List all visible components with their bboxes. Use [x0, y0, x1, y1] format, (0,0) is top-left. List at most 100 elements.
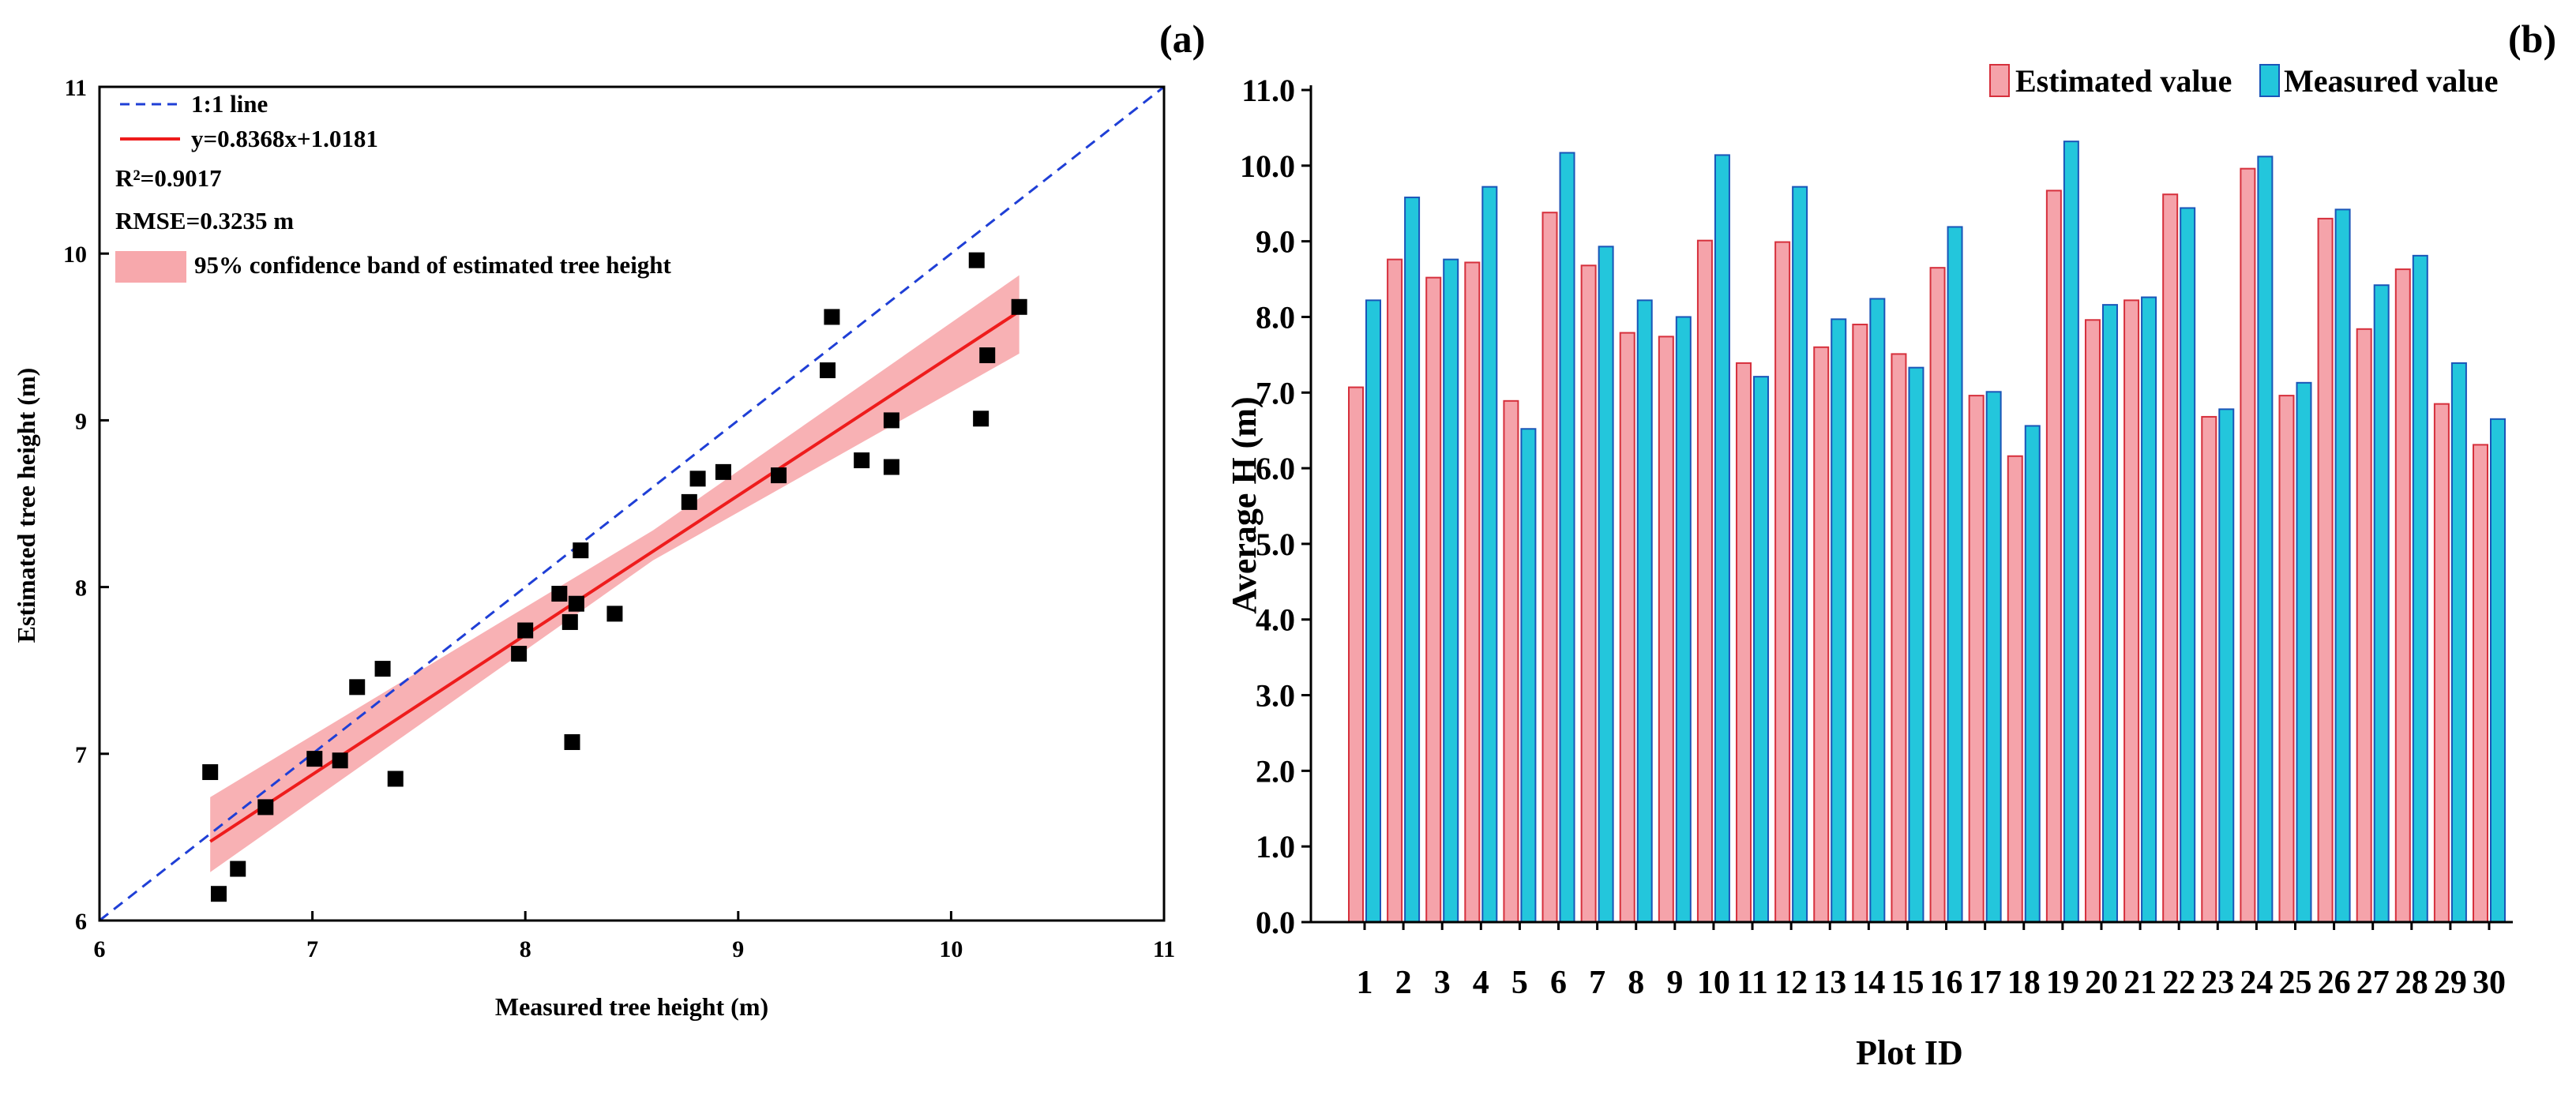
x-tick-label: 8: [520, 936, 531, 962]
bar-y-tick-label: 4.0: [1256, 602, 1295, 638]
scatter-panel: (a) 6 7 8 9 10 11 6 7 8 9 10 11 Measured tree heig…: [12, 17, 1205, 1021]
bar-y-tick-label: 5.0: [1256, 527, 1295, 562]
bar-y-tick-label: 7.0: [1256, 375, 1295, 411]
fit-line: [209, 309, 1020, 843]
bar-x-tick-label: 12: [1774, 965, 1808, 1001]
bar-x-tick-label: 30: [2473, 965, 2506, 1001]
estimated-bar: [1658, 336, 1674, 924]
scatter-point: [230, 861, 246, 877]
estimated-bar: [1503, 399, 1519, 923]
measured-bar: [2180, 207, 2196, 923]
bar-x-tick-label: 6: [1550, 965, 1567, 1001]
estimated-bar: [1929, 267, 1946, 923]
estimated-bar: [2045, 189, 2062, 924]
x-axis-ticks: 6 7 8 9 10 11: [94, 911, 1175, 962]
estimated-bar: [1852, 324, 1868, 923]
scatter-point: [511, 646, 528, 662]
y-tick-label: 6: [75, 909, 87, 935]
bar-x-tick-label: 20: [2085, 965, 2118, 1001]
measured-bar: [1985, 391, 2002, 923]
bar-y-tick-label: 2.0: [1256, 753, 1295, 789]
scatter-point: [968, 252, 985, 268]
estimated-bar: [2433, 403, 2450, 923]
bar-x-tick-label: 26: [2318, 965, 2351, 1001]
x-tick-label: 6: [94, 936, 106, 962]
bar-x-tick-label: 14: [1852, 965, 1885, 1001]
estimated-bar: [2473, 444, 2488, 923]
identity-line: [100, 87, 1164, 921]
bar-x-tick-label: 28: [2395, 965, 2428, 1001]
x-tick-label: 11: [1153, 936, 1175, 962]
measured-bar: [2063, 141, 2079, 923]
scatter-point: [210, 886, 227, 902]
y-tick-label: 10: [63, 242, 87, 268]
estimated-bar: [2240, 167, 2256, 924]
estimated-bar: [2201, 415, 2217, 923]
estimated-bar: [1541, 212, 1558, 923]
bar-x-tick-label: 24: [2240, 965, 2273, 1001]
bar-x-tick-label: 10: [1697, 965, 1730, 1001]
scatter-point: [374, 661, 391, 677]
scatter-point: [973, 411, 989, 427]
measured-bar: [2490, 418, 2506, 923]
estimated-bar: [1774, 241, 1791, 923]
y-tick-label: 11: [65, 75, 87, 101]
bar-x-tick-label: 1: [1357, 965, 1373, 1001]
scatter-point: [854, 452, 870, 469]
estimated-bar: [1891, 353, 1907, 923]
legend-band-swatch: [115, 251, 186, 283]
estimated-bar: [1425, 276, 1442, 923]
measured-bar: [2412, 254, 2428, 924]
bar-y-tick-label: 9.0: [1256, 224, 1295, 260]
estimated-bar: [2007, 455, 2023, 923]
scatter-point: [681, 493, 697, 510]
measured-bar: [2296, 381, 2312, 924]
y-tick-label: 7: [75, 742, 87, 768]
measured-bar: [1869, 298, 1886, 923]
bar-x-tick-label: 19: [2046, 965, 2079, 1001]
measured-bar: [1753, 376, 1770, 924]
bar-y-tick-label: 0.0: [1256, 905, 1295, 940]
measured-bar: [1520, 428, 1537, 923]
bar-x-tick-label: 8: [1628, 965, 1644, 1001]
estimated-bar: [2356, 328, 2372, 923]
bar-y-tick-label: 10.0: [1240, 148, 1295, 184]
bar-panel: (b) 0.01.02.03.04.05.06.07.08.09.010.011…: [1225, 17, 2556, 1072]
scatter-point: [883, 412, 899, 429]
scatter-point: [606, 606, 623, 622]
estimated-bar: [1619, 332, 1635, 923]
legend-rmse-text: RMSE=0.3235 m: [115, 207, 294, 234]
legend-identity-text: 1:1 line: [191, 90, 268, 118]
measured-bar: [1947, 226, 1963, 923]
scatter-point: [564, 734, 580, 751]
legend-fit-text: y=0.8368x+1.0181: [191, 125, 378, 152]
measured-bar: [1598, 246, 1614, 923]
scatter-point: [561, 613, 578, 630]
bar-y-tick-label: 11.0: [1241, 73, 1295, 108]
bar-x-tick-label: 29: [2434, 965, 2467, 1001]
estimated-bar: [2162, 193, 2179, 924]
legend-estimated-text: Estimated value: [2015, 63, 2232, 99]
y-tick-label: 8: [75, 576, 87, 602]
bar-x-tick-label: 25: [2278, 965, 2311, 1001]
bar-x-tick-label: 18: [2007, 965, 2041, 1001]
x-tick-label: 10: [939, 936, 963, 962]
scatter-point: [1011, 298, 1027, 315]
estimated-bar: [1696, 239, 1713, 924]
scatter-points: [202, 252, 1027, 902]
scatter-point: [551, 586, 568, 602]
bar-x-tick-label: 27: [2356, 965, 2390, 1001]
bar-x-tick-label: 13: [1813, 965, 1846, 1001]
x-tick-label: 7: [306, 936, 318, 962]
estimated-bar: [1736, 362, 1752, 923]
scatter-point: [568, 595, 584, 612]
bar-x-tick-label: 9: [1666, 965, 1683, 1001]
estimated-bar: [1580, 264, 1597, 924]
bar-x-tick-label: 16: [1930, 965, 1963, 1001]
measured-bar: [1443, 258, 1459, 923]
measured-bar: [2101, 304, 2118, 923]
bar-x-tick-label: 15: [1891, 965, 1924, 1001]
measured-bar: [2373, 284, 2390, 923]
